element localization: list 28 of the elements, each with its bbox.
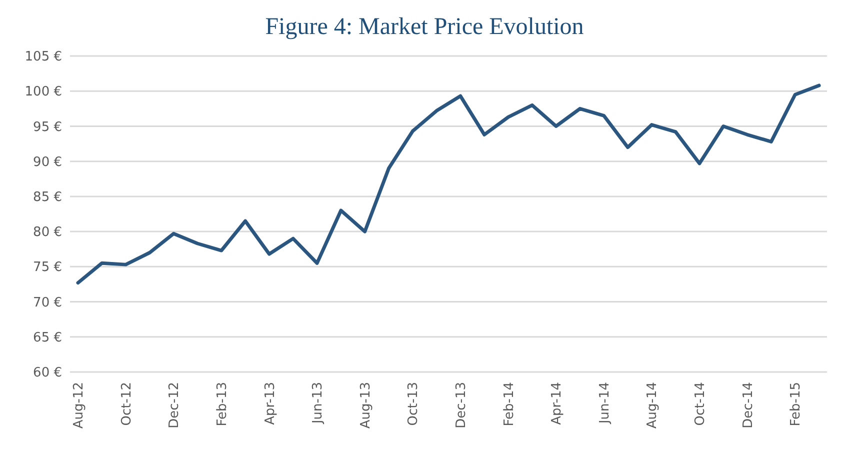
x-tick-label: Aug-14 — [645, 382, 660, 429]
y-tick-label: 95 € — [33, 120, 62, 135]
y-tick-label: 70 € — [33, 295, 62, 310]
x-tick-label: Feb-14 — [502, 382, 517, 426]
y-tick-label: 75 € — [33, 260, 62, 276]
y-tick-label: 65 € — [33, 330, 62, 346]
x-tick-label: Oct-14 — [693, 382, 708, 426]
x-tick-label: Jun-14 — [597, 382, 612, 425]
y-tick-label: 80 € — [33, 225, 62, 240]
x-tick-label: Dec-12 — [167, 382, 182, 428]
y-tick-label: 90 € — [33, 154, 62, 170]
x-tick-label: Feb-13 — [214, 382, 230, 426]
x-tick-label: Dec-14 — [740, 382, 756, 428]
y-tick-label: 100 € — [24, 84, 62, 100]
x-tick-label: Aug-13 — [358, 382, 374, 429]
x-tick-label: Oct-13 — [406, 382, 422, 426]
x-tick-label: Dec-13 — [454, 382, 469, 428]
line-series — [76, 84, 821, 285]
y-tick-label: 105 € — [24, 50, 62, 65]
x-tick-label: Aug-12 — [72, 382, 87, 429]
x-tick-label: Apr-14 — [550, 382, 565, 425]
x-tick-label: Jun-13 — [310, 382, 326, 425]
y-tick-label: 85 € — [33, 190, 62, 205]
chart-title: Figure 4: Market Price Evolution — [265, 14, 584, 40]
x-tick-label: Feb-15 — [788, 382, 804, 426]
x-tick-label: Oct-12 — [119, 382, 134, 426]
y-tick-label: 60 € — [33, 366, 62, 381]
x-tick-label: Apr-13 — [262, 382, 278, 425]
